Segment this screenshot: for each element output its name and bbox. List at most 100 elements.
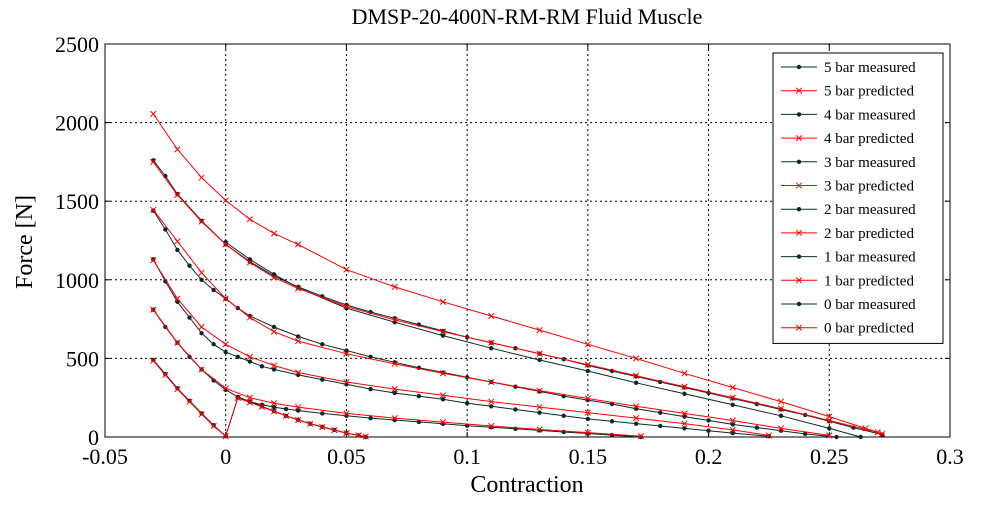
- predicted-point: [795, 277, 803, 284]
- predicted-point: [391, 414, 398, 422]
- measured-point: [247, 359, 253, 364]
- measured-point: [163, 227, 168, 232]
- predicted-point: [343, 429, 350, 437]
- predicted-point: [258, 403, 266, 410]
- x-axis-label: Contraction: [470, 472, 583, 498]
- legend-item: 0 bar predicted: [781, 321, 914, 337]
- measured-point: [187, 315, 192, 320]
- legend-item: 4 bar measured: [781, 107, 916, 123]
- x-tick-label: -0.05: [82, 444, 128, 469]
- predicted-point: [343, 410, 350, 417]
- predicted-point: [294, 285, 302, 292]
- predicted-point: [632, 414, 640, 422]
- series-line: [152, 209, 830, 436]
- measured-point: [633, 380, 639, 385]
- measured-point: [585, 416, 591, 422]
- series-line: [152, 259, 769, 437]
- series-5-bar-measured: [223, 239, 863, 440]
- predicted-point: [879, 430, 886, 438]
- predicted-point: [439, 392, 447, 399]
- measured-point: [271, 404, 277, 410]
- legend-item: 4 bar predicted: [781, 131, 914, 147]
- predicted-point: [488, 339, 495, 346]
- predicted-point: [210, 422, 217, 430]
- series-line: [152, 309, 642, 437]
- measured-point: [682, 414, 687, 419]
- measured-point: [796, 64, 802, 70]
- predicted-point: [874, 429, 881, 436]
- legend-item: 1 bar predicted: [781, 273, 914, 289]
- legend-label: 4 bar measured: [824, 107, 916, 123]
- legend-label: 0 bar predicted: [824, 321, 914, 337]
- predicted-point: [246, 216, 254, 223]
- predicted-point: [777, 398, 785, 405]
- predicted-point: [488, 422, 495, 430]
- predicted-point: [343, 266, 350, 273]
- predicted-point: [681, 383, 688, 390]
- y-tick-label: 2500: [55, 32, 99, 57]
- predicted-point: [632, 372, 640, 379]
- predicted-point: [777, 405, 785, 412]
- predicted-point: [307, 420, 314, 427]
- predicted-point: [150, 110, 157, 118]
- predicted-point: [536, 387, 543, 394]
- predicted-point: [294, 337, 302, 345]
- legend-label: 3 bar measured: [824, 155, 916, 171]
- predicted-point: [391, 360, 398, 368]
- predicted-point: [198, 269, 205, 276]
- predicted-point: [355, 432, 362, 439]
- measured-point: [706, 418, 711, 423]
- predicted-point: [795, 229, 803, 237]
- y-tick-label: 0: [88, 425, 99, 450]
- x-tick-label: 0.25: [810, 444, 849, 469]
- y-tick-label: 1500: [55, 189, 99, 214]
- predicted-point: [729, 384, 736, 391]
- predicted-point: [246, 314, 254, 321]
- measured-point: [211, 287, 216, 293]
- predicted-point: [439, 298, 447, 305]
- predicted-point: [294, 416, 302, 424]
- axes: -0.05 0 0.05 0.1 0.15 0.2 0.25 0.30500100015002…: [55, 32, 964, 469]
- predicted-point: [362, 433, 369, 440]
- predicted-point: [439, 328, 447, 335]
- predicted-point: [488, 398, 495, 405]
- predicted-point: [536, 403, 543, 411]
- series-5-bar-predicted: [150, 110, 886, 438]
- predicted-point: [222, 341, 229, 348]
- legend-item: 1 bar measured: [781, 250, 916, 266]
- legend-item: 0 bar measured: [781, 297, 916, 313]
- predicted-point: [222, 295, 229, 302]
- measured-point: [175, 247, 180, 253]
- predicted-point: [246, 399, 254, 406]
- series-line: [152, 360, 366, 438]
- predicted-point: [174, 238, 181, 245]
- measured-point: [682, 391, 687, 396]
- y-tick-label: 1000: [55, 268, 99, 293]
- measured-point: [464, 401, 470, 406]
- legend-label: 5 bar measured: [824, 60, 916, 76]
- measured-point: [151, 257, 156, 262]
- measured-point: [827, 426, 832, 431]
- predicted-point: [150, 256, 157, 264]
- predicted-point: [681, 370, 688, 377]
- measured-point: [259, 364, 265, 369]
- predicted-point: [270, 328, 278, 335]
- predicted-point: [729, 426, 736, 434]
- predicted-point: [174, 339, 181, 346]
- measured-point: [796, 207, 802, 212]
- measured-point: [537, 357, 542, 363]
- measured-point: [730, 422, 735, 427]
- measured-point: [320, 411, 325, 416]
- predicted-point: [826, 432, 833, 439]
- legend-label: 2 bar predicted: [824, 226, 914, 242]
- measured-point: [223, 349, 228, 355]
- measured-point: [199, 277, 204, 282]
- x-tick-label: 0.05: [327, 444, 366, 469]
- measured-point: [416, 393, 422, 399]
- predicted-point: [729, 394, 736, 401]
- predicted-point: [584, 361, 592, 368]
- series-1-bar-predicted: [150, 306, 645, 440]
- measured-point: [513, 407, 518, 412]
- x-tick-label: 0.1: [453, 444, 481, 469]
- predicted-point: [536, 326, 543, 334]
